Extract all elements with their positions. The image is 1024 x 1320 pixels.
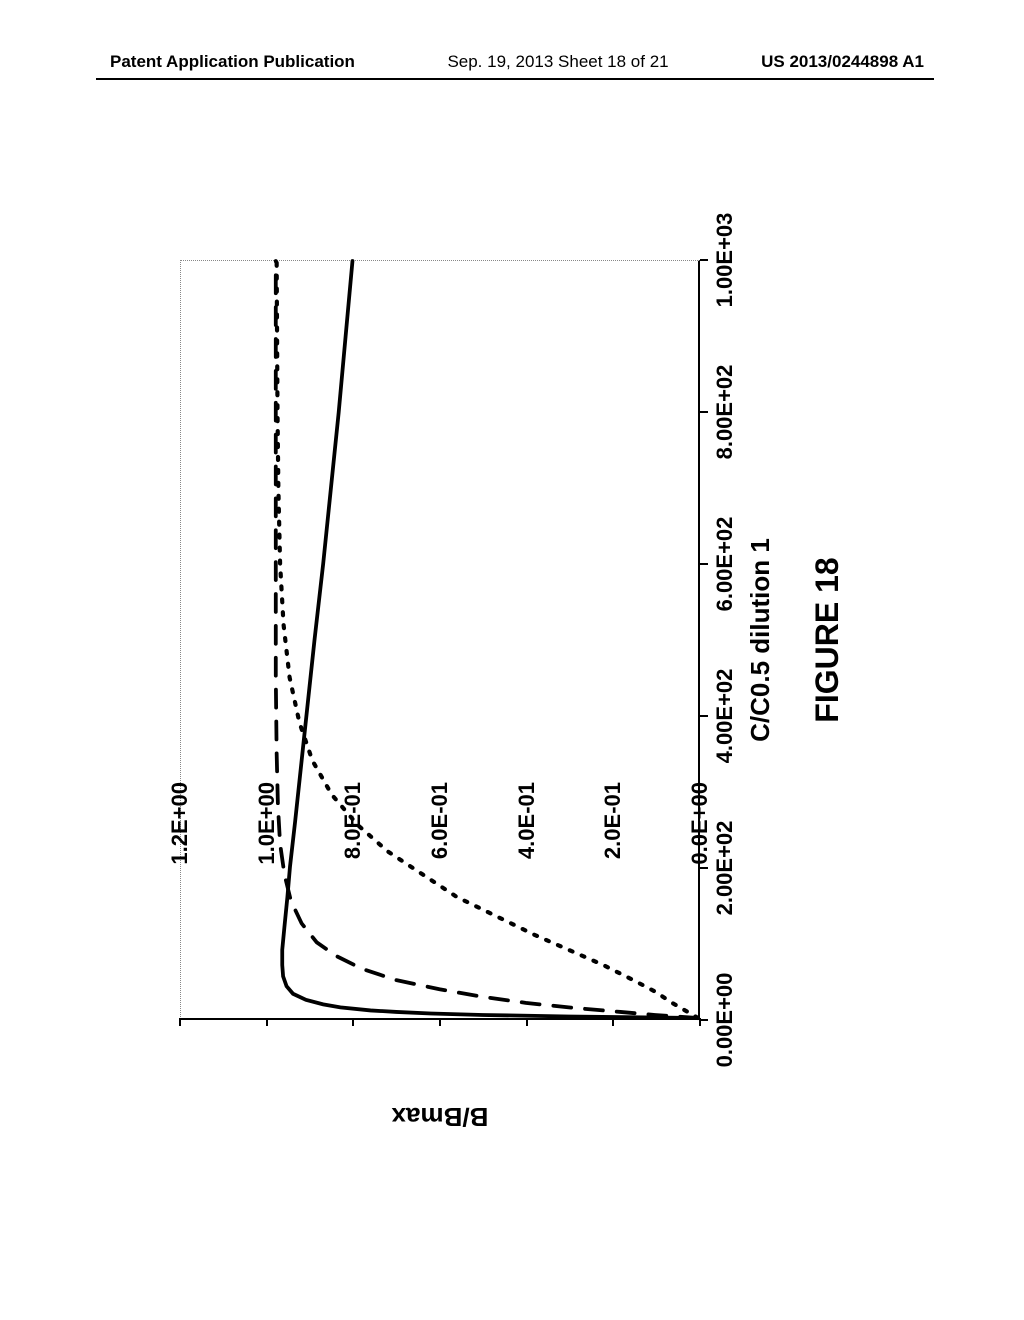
y-tick-mark <box>526 1018 528 1026</box>
header-left: Patent Application Publication <box>110 52 355 72</box>
y-tick-mark <box>266 1018 268 1026</box>
x-tick-label: 2.00E+02 <box>712 821 738 916</box>
series-dotted <box>277 261 698 1018</box>
x-tick-label: 8.00E+02 <box>712 365 738 460</box>
y-axis-label: B/Bmax <box>392 1101 489 1132</box>
header-mid: Sep. 19, 2013 Sheet 18 of 21 <box>447 52 668 72</box>
x-tick-label: 6.00E+02 <box>712 517 738 612</box>
plot-area <box>180 260 700 1020</box>
x-tick-mark <box>700 259 708 261</box>
x-tick-mark <box>700 411 708 413</box>
series-solid <box>282 261 698 1018</box>
y-tick-mark <box>179 1018 181 1026</box>
y-tick-mark <box>439 1018 441 1026</box>
y-tick-mark <box>612 1018 614 1026</box>
x-tick-mark <box>700 563 708 565</box>
chart-svg <box>181 261 698 1018</box>
y-tick-mark <box>352 1018 354 1026</box>
y-tick-label: 0.0E+00 <box>687 782 713 865</box>
y-tick-label: 1.2E+00 <box>167 782 193 865</box>
x-tick-mark <box>700 867 708 869</box>
x-tick-label: 1.00E+03 <box>712 213 738 308</box>
header-rule <box>96 78 934 80</box>
y-tick-label: 2.0E-01 <box>600 782 626 859</box>
x-axis-label: C/C0.5 dilution 1 <box>745 538 776 742</box>
series-long-dash <box>276 261 698 1018</box>
header-right: US 2013/0244898 A1 <box>761 52 924 72</box>
y-tick-label: 4.0E-01 <box>514 782 540 859</box>
y-tick-label: 1.0E+00 <box>254 782 280 865</box>
figure-region: 0.0E+00 2.0E-01 4.0E-01 6.0E-01 8.0E-01 1.0E+… <box>150 170 870 1180</box>
x-tick-label: 4.00E+02 <box>712 669 738 764</box>
y-tick-label: 8.0E-01 <box>340 782 366 859</box>
x-tick-mark <box>700 1019 708 1021</box>
figure-caption: FIGURE 18 <box>809 557 846 722</box>
x-tick-label: 0.00E+00 <box>712 973 738 1068</box>
chart-wrapper: 0.0E+00 2.0E-01 4.0E-01 6.0E-01 8.0E-01 1.0E+… <box>150 170 870 1180</box>
x-tick-mark <box>700 715 708 717</box>
y-tick-label: 6.0E-01 <box>427 782 453 859</box>
patent-header: Patent Application Publication Sep. 19, … <box>0 52 1024 72</box>
